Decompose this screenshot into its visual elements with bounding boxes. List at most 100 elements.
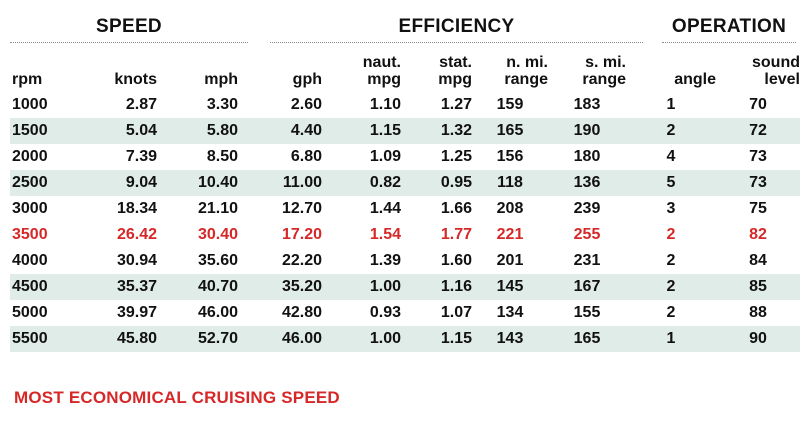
cell-s-mi-range: 136 (548, 170, 626, 196)
cell-n-mi-range: 156 (496, 148, 524, 165)
cell-knots: 9.04 (74, 170, 157, 196)
cell-knots: 5.04 (74, 118, 157, 144)
cell-knots: 18.34 (116, 200, 157, 217)
cell-s-mi-range: 180 (573, 148, 601, 165)
cell-s-mi-range: 167 (548, 274, 626, 300)
cell-knots: 7.39 (125, 148, 157, 165)
cell-naut-mpg: 1.10 (369, 96, 401, 113)
col-header-s-mi-range: s. mi. range (548, 48, 626, 92)
cell-naut-mpg: 1.39 (369, 252, 401, 269)
cell-s-mi-range: 190 (548, 118, 626, 144)
cell-rpm: 1500 (10, 118, 74, 144)
cell-stat-mpg: 1.07 (440, 304, 472, 321)
table-row: 3000 18.34 21.10 12.70 1.44 1.66 208 239… (10, 196, 800, 222)
cell-stat-mpg: 1.25 (440, 148, 472, 165)
cell-rpm: 5000 (12, 304, 48, 321)
cell-naut-mpg: 1.09 (369, 148, 401, 165)
cell-s-mi-range: 183 (573, 96, 601, 113)
col-header-n-mi-range-line2: range (504, 71, 548, 88)
cell-mph: 5.80 (157, 118, 238, 144)
cell-mph: 10.40 (157, 170, 238, 196)
cell-naut-mpg: 1.00 (322, 326, 401, 352)
cell-gph: 6.80 (290, 148, 322, 165)
cell-s-mi-range: 255 (573, 226, 601, 243)
col-header-naut-mpg-line2: mpg (367, 71, 401, 88)
cell-gph: 12.70 (281, 200, 322, 217)
cell-s-mi-range: 231 (573, 252, 601, 269)
cell-sound-level: 72 (716, 118, 800, 144)
col-header-stat-mpg: stat. mpg (401, 48, 472, 92)
col-header-stat-mpg-line2: mpg (438, 71, 472, 88)
cell-rpm: 5500 (10, 326, 74, 352)
cell-gph: 4.40 (238, 118, 322, 144)
cell-angle: 1 (666, 96, 676, 113)
col-header-s-mi-range-line1: s. mi. (585, 54, 626, 71)
cell-n-mi-range: 208 (496, 200, 524, 217)
col-header-gph: gph (292, 71, 322, 88)
cell-naut-mpg: 0.82 (322, 170, 401, 196)
cell-rpm: 2000 (12, 148, 48, 165)
cell-n-mi-range: 143 (472, 326, 548, 352)
cell-n-mi-range: 159 (496, 96, 524, 113)
cell-sound-level: 75 (749, 200, 767, 217)
group-title-operation: OPERATION (671, 16, 787, 37)
cell-rpm: 2500 (10, 170, 74, 196)
cell-stat-mpg: 1.60 (440, 252, 472, 269)
col-header-s-mi-range-line2: range (582, 71, 626, 88)
cell-n-mi-range: 145 (472, 274, 548, 300)
cell-knots: 39.97 (116, 304, 157, 321)
group-title-speed: SPEED (96, 16, 162, 37)
cell-stat-mpg: 1.15 (401, 326, 472, 352)
cell-n-mi-range: 201 (496, 252, 524, 269)
col-header-sound-level: sound level (716, 48, 800, 92)
cell-gph: 11.00 (238, 170, 322, 196)
cell-sound-level: 70 (749, 96, 767, 113)
cell-angle: 5 (626, 170, 716, 196)
cell-sound-level: 90 (716, 326, 800, 352)
cell-stat-mpg: 0.95 (401, 170, 472, 196)
cell-sound-level: 85 (716, 274, 800, 300)
cell-sound-level: 73 (716, 170, 800, 196)
cell-gph: 42.80 (281, 304, 322, 321)
cell-mph: 8.50 (206, 148, 238, 165)
cell-rpm: 1000 (12, 96, 48, 113)
cell-sound-level: 88 (749, 304, 767, 321)
cell-rpm: 4500 (10, 274, 74, 300)
cell-mph: 46.00 (197, 304, 238, 321)
col-header-sound-level-line2: level (764, 71, 800, 88)
cell-sound-level: 82 (749, 226, 767, 243)
cell-angle: 2 (666, 226, 676, 243)
cell-naut-mpg: 1.00 (322, 274, 401, 300)
table-row: 4500 35.37 40.70 35.20 1.00 1.16 145 167… (10, 274, 800, 300)
cell-knots: 30.94 (116, 252, 157, 269)
cell-naut-mpg: 1.54 (369, 226, 401, 243)
table-row: 1000 2.87 3.30 2.60 1.10 1.27 159 183 1 … (10, 92, 800, 118)
cell-rpm: 3500 (12, 226, 48, 243)
cell-sound-level: 84 (749, 252, 767, 269)
group-rule-efficiency (270, 42, 643, 43)
col-header-naut-mpg: naut. mpg (322, 48, 401, 92)
footnote-economical-speed: MOST ECONOMICAL CRUISING SPEED (14, 388, 340, 407)
cell-s-mi-range: 155 (573, 304, 601, 321)
performance-table: rpm knots mph gph naut. mpg stat. mpg n.… (10, 48, 800, 352)
col-header-naut-mpg-line1: naut. (362, 54, 401, 71)
cell-stat-mpg: 1.66 (440, 200, 472, 217)
cell-s-mi-range: 165 (548, 326, 626, 352)
cell-naut-mpg: 0.93 (369, 304, 401, 321)
cell-angle: 4 (666, 148, 676, 165)
cell-naut-mpg: 1.15 (322, 118, 401, 144)
col-header-knots: knots (114, 71, 157, 88)
cell-gph: 2.60 (290, 96, 322, 113)
group-rule-operation (662, 42, 796, 43)
col-header-mph: mph (204, 71, 238, 88)
cell-mph: 35.60 (197, 252, 238, 269)
cell-sound-level: 73 (749, 148, 767, 165)
col-header-rpm: rpm (12, 71, 43, 88)
table-row: 5500 45.80 52.70 46.00 1.00 1.15 143 165… (10, 326, 800, 352)
cell-knots: 2.87 (125, 96, 157, 113)
cell-gph: 22.20 (281, 252, 322, 269)
performance-table-body: 1000 2.87 3.30 2.60 1.10 1.27 159 183 1 … (10, 92, 800, 352)
cell-mph: 52.70 (157, 326, 238, 352)
col-header-n-mi-range-line1: n. mi. (506, 54, 548, 71)
cell-stat-mpg: 1.77 (440, 226, 472, 243)
